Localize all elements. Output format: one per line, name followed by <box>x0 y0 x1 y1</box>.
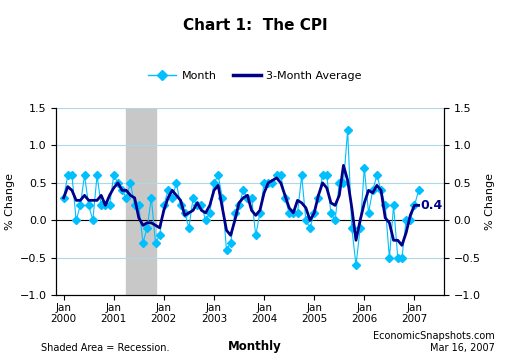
Month <box>232 211 238 215</box>
Month <box>61 196 67 200</box>
Y-axis label: % Change: % Change <box>484 173 494 230</box>
Legend: Month, 3-Month Average: Month, 3-Month Average <box>144 67 365 86</box>
3-Month Average <box>232 218 238 222</box>
3-Month Average <box>415 203 421 207</box>
Month <box>98 203 104 207</box>
3-Month Average <box>331 203 337 207</box>
Text: Shaded Area = Recession.: Shaded Area = Recession. <box>41 343 169 353</box>
Month <box>352 263 358 267</box>
Month <box>331 218 337 222</box>
Text: Monthly: Monthly <box>228 340 281 353</box>
3-Month Average <box>398 243 404 247</box>
3-Month Average <box>77 198 83 203</box>
3-Month Average <box>365 188 371 193</box>
3-Month Average <box>69 188 75 193</box>
Line: Month: Month <box>61 127 421 268</box>
Line: 3-Month Average: 3-Month Average <box>64 165 418 245</box>
Month <box>369 188 375 193</box>
Text: 0.4: 0.4 <box>420 199 442 212</box>
Month <box>415 188 421 193</box>
3-Month Average <box>61 196 67 200</box>
Month <box>69 173 75 177</box>
Bar <box>126 108 155 295</box>
Text: Chart 1:  The CPI: Chart 1: The CPI <box>182 18 327 33</box>
Y-axis label: % Change: % Change <box>5 173 15 230</box>
3-Month Average <box>340 163 346 167</box>
Month <box>77 203 83 207</box>
Text: EconomicSnapshots.com
Mar 16, 2007: EconomicSnapshots.com Mar 16, 2007 <box>372 331 494 353</box>
Month <box>344 128 350 132</box>
3-Month Average <box>98 193 104 198</box>
